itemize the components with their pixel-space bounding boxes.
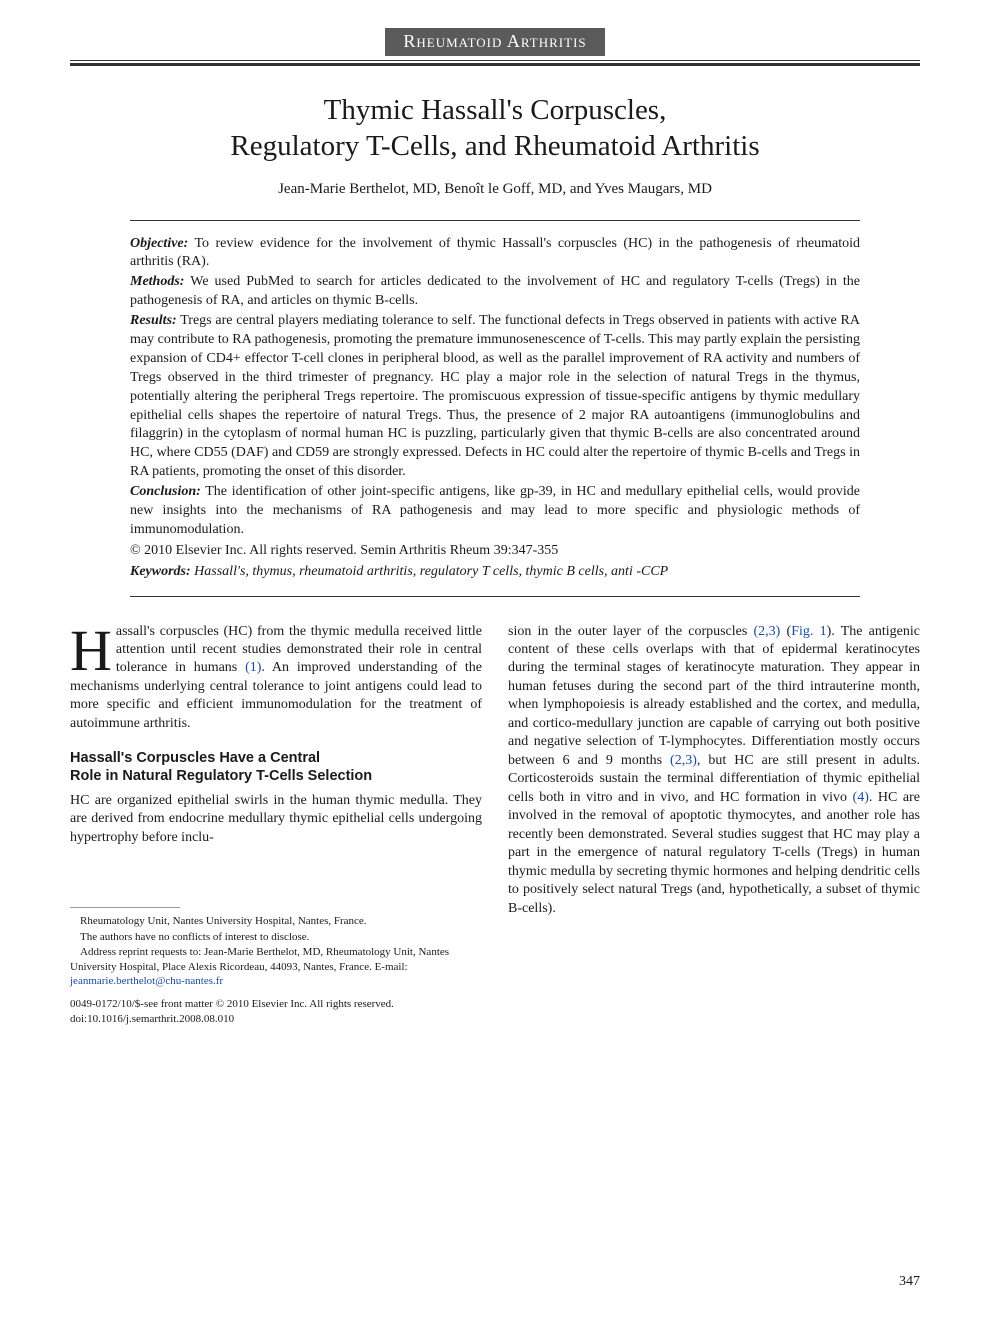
- heading-line-1: Hassall's Corpuscles Have a Central: [70, 750, 320, 766]
- intro-paragraph: Hassall's corpuscles (HC) from the thymi…: [70, 623, 482, 734]
- col2a-mid: (: [780, 624, 791, 639]
- section-header: Rheumatoid Arthritis: [70, 28, 920, 56]
- footnote-rule: [70, 907, 180, 908]
- fig-1-link[interactable]: Fig. 1: [791, 624, 826, 639]
- conclusion-label: Conclusion:: [130, 484, 201, 499]
- results-text: Tregs are central players mediating tole…: [130, 313, 860, 479]
- section-label: Rheumatoid Arthritis: [385, 28, 604, 56]
- article-title: Thymic Hassall's Corpuscles, Regulatory …: [70, 92, 920, 165]
- keywords-label: Keywords:: [130, 564, 191, 579]
- title-line-1: Thymic Hassall's Corpuscles,: [324, 94, 667, 126]
- abstract-objective: Objective: To review evidence for the in…: [130, 235, 860, 273]
- reprint-text: Address reprint requests to: Jean-Marie …: [70, 946, 449, 973]
- rule-thick: [70, 63, 920, 66]
- col2a: sion in the outer layer of the corpuscle…: [508, 624, 754, 639]
- ref-4[interactable]: (4): [853, 790, 869, 805]
- page-number: 347: [899, 1274, 920, 1290]
- rule-thin: [70, 60, 920, 61]
- ref-2-3b[interactable]: (2,3): [670, 753, 697, 768]
- methods-text: We used PubMed to search for articles de…: [130, 274, 860, 308]
- abstract-methods: Methods: We used PubMed to search for ar…: [130, 273, 860, 311]
- issn-line: 0049-0172/10/$-see front matter © 2010 E…: [70, 997, 482, 1012]
- methods-label: Methods:: [130, 274, 184, 289]
- abstract-results: Results: Tregs are central players media…: [130, 312, 860, 482]
- author-email-link[interactable]: jeanmarie.berthelot@chu-nantes.fr: [70, 975, 223, 987]
- copyright-line: © 2010 Elsevier Inc. All rights reserved…: [130, 542, 860, 561]
- col2-paragraph: sion in the outer layer of the corpuscle…: [508, 623, 920, 919]
- footnotes: Rheumatology Unit, Nantes University Hos…: [70, 914, 482, 1027]
- abstract-bottom-rule: [130, 596, 860, 597]
- objective-label: Objective:: [130, 236, 188, 251]
- conclusion-text: The identification of other joint-specif…: [130, 484, 860, 537]
- abstract-top-rule: [130, 220, 860, 221]
- col2a-cont: ). The antigenic content of these cells …: [508, 624, 920, 768]
- objective-text: To review evidence for the involvement o…: [130, 236, 860, 270]
- dropcap: H: [70, 623, 116, 675]
- authors: Jean-Marie Berthelot, MD, Benoît le Goff…: [70, 181, 920, 198]
- disclosure: The authors have no conflicts of interes…: [70, 930, 482, 945]
- section-heading-1: Hassall's Corpuscles Have a Central Role…: [70, 749, 482, 785]
- abstract: Objective: To review evidence for the in…: [130, 235, 860, 582]
- heading-line-2: Role in Natural Regulatory T-Cells Selec…: [70, 768, 372, 784]
- affiliation: Rheumatology Unit, Nantes University Hos…: [70, 914, 482, 929]
- keywords: Keywords: Hassall's, thymus, rheumatoid …: [130, 563, 860, 582]
- keywords-text: Hassall's, thymus, rheumatoid arthritis,…: [191, 564, 669, 579]
- results-label: Results:: [130, 313, 177, 328]
- column-right: sion in the outer layer of the corpuscle…: [508, 623, 920, 1028]
- col2c: . HC are involved in the removal of apop…: [508, 790, 920, 916]
- doi-line: doi:10.1016/j.semarthrit.2008.08.010: [70, 1012, 482, 1027]
- body-columns: Hassall's corpuscles (HC) from the thymi…: [70, 623, 920, 1028]
- paragraph-2: HC are organized epithelial swirls in th…: [70, 792, 482, 847]
- abstract-conclusion: Conclusion: The identification of other …: [130, 483, 860, 540]
- column-left: Hassall's corpuscles (HC) from the thymi…: [70, 623, 482, 1028]
- reprint-address: Address reprint requests to: Jean-Marie …: [70, 945, 482, 989]
- title-line-2: Regulatory T-Cells, and Rheumatoid Arthr…: [230, 130, 759, 162]
- ref-1[interactable]: (1): [245, 660, 261, 675]
- ref-2-3a[interactable]: (2,3): [754, 624, 781, 639]
